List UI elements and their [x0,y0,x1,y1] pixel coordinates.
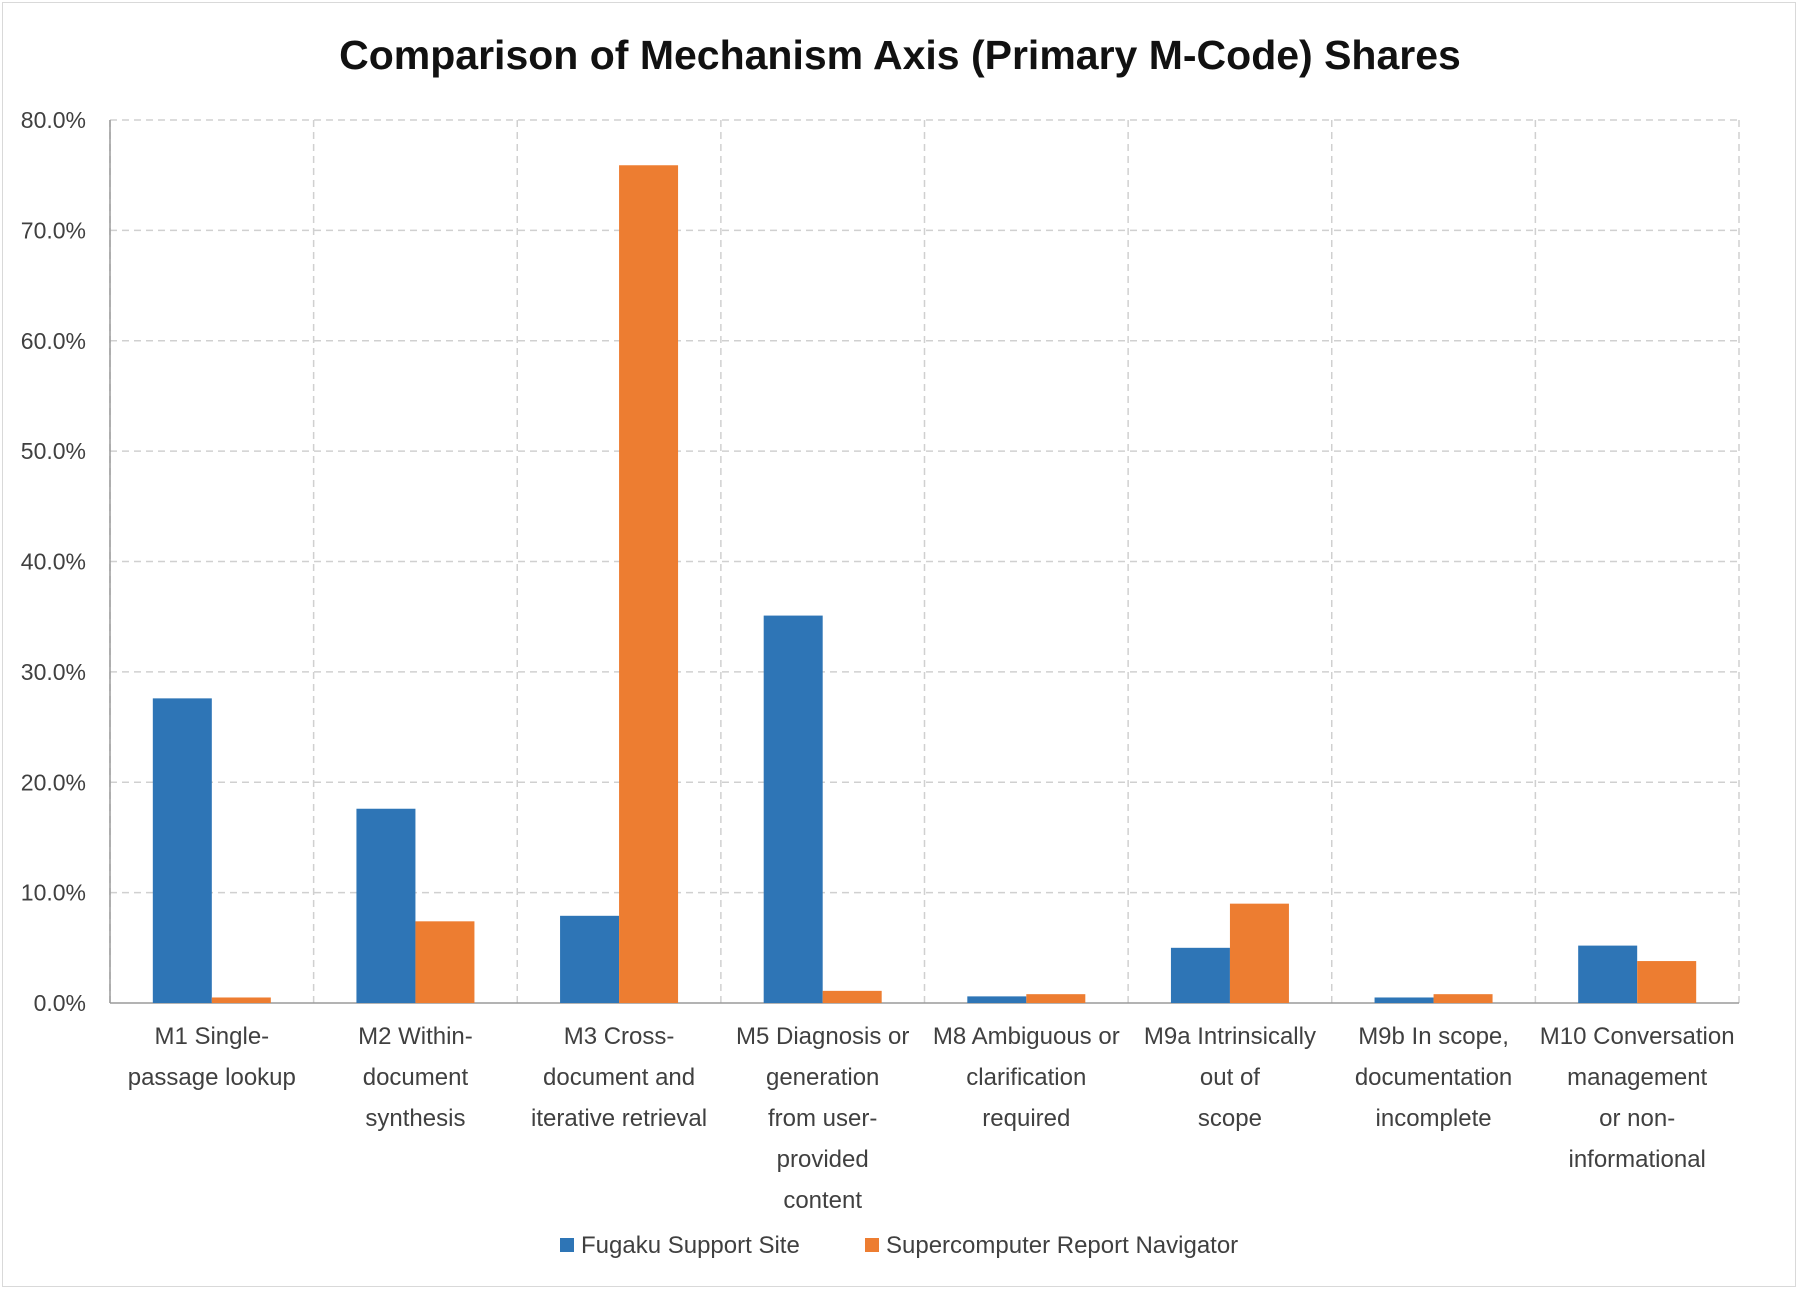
y-tick-label: 40.0% [21,549,86,575]
x-category-label: M9b In scope, [1358,1023,1509,1050]
bar-series-1 [763,615,823,1003]
bar-series-1 [356,808,416,1003]
chart-canvas: Comparison of Mechanism Axis (Primary M-… [21,32,1740,1259]
x-category-label: passage lookup [128,1064,296,1091]
y-tick-label: 60.0% [21,328,86,354]
chart-title: Comparison of Mechanism Axis (Primary M-… [339,32,1461,78]
legend-label: Supercomputer Report Navigator [886,1232,1238,1259]
bar-series-1 [967,996,1027,1003]
bar-series-2 [822,990,882,1003]
y-tick-label: 20.0% [21,769,86,795]
y-tick-label: 10.0% [21,880,86,906]
bar-series-2 [211,997,271,1003]
y-tick-label: 30.0% [21,659,86,685]
x-category-label: scope [1198,1105,1262,1132]
legend: Fugaku Support Site Supercomputer Report … [560,1232,1238,1259]
x-category-label: informational [1568,1146,1705,1173]
x-category-label: M5 Diagnosis or [736,1023,909,1050]
y-tick-label: 0.0% [34,990,86,1016]
x-category-label: M10 Conversation [1540,1023,1735,1050]
x-category-label: document [363,1064,469,1091]
x-category-label: synthesis [365,1105,465,1132]
y-axis-ticks: 0.0% 10.0% 20.0% 30.0% 40.0% 50.0% 60.0% 70.0% 8… [21,107,86,1016]
bar-series-1 [1374,997,1434,1003]
x-axis-categories: M1 Single-passage lookup M2 Within-docume… [128,1023,1735,1214]
x-category-label: document and [543,1064,695,1091]
legend-swatch [865,1238,879,1252]
x-category-label: generation [766,1064,879,1091]
x-category-label: M9a Intrinsically [1144,1023,1316,1050]
x-category-label: from user- [768,1105,877,1132]
bars [152,165,1697,1003]
bar-series-1 [1578,945,1638,1003]
bar-series-2 [415,921,475,1003]
y-tick-label: 70.0% [21,217,86,243]
x-category-label: provided [777,1146,869,1173]
x-category-label: M2 Within- [358,1023,473,1050]
x-category-label: M8 Ambiguous or [933,1023,1120,1050]
x-category-label: required [982,1105,1070,1132]
x-category-label: documentation [1355,1064,1512,1091]
x-category-label: incomplete [1376,1105,1492,1132]
x-category-label: management [1567,1064,1707,1091]
legend-label: Fugaku Support Site [581,1232,800,1259]
bar-series-2 [619,165,679,1003]
grid-lines [109,119,1740,1003]
x-category-label: M3 Cross- [564,1023,675,1050]
x-category-label: iterative retrieval [531,1105,707,1132]
x-category-label: or non- [1599,1105,1675,1132]
y-tick-label: 50.0% [21,438,86,464]
bar-series-1 [152,698,212,1003]
legend-swatch [560,1238,574,1252]
x-category-label: M1 Single- [154,1023,269,1050]
bar-series-1 [1170,947,1230,1003]
x-category-label: content [783,1187,862,1214]
bar-series-2 [1229,903,1289,1003]
bar-series-2 [1637,961,1697,1003]
bar-series-1 [560,915,620,1003]
x-category-label: out of [1200,1064,1260,1091]
y-tick-label: 80.0% [21,107,86,133]
bar-series-2 [1433,994,1493,1003]
bar-series-2 [1026,994,1086,1003]
x-category-label: clarification [966,1064,1086,1091]
